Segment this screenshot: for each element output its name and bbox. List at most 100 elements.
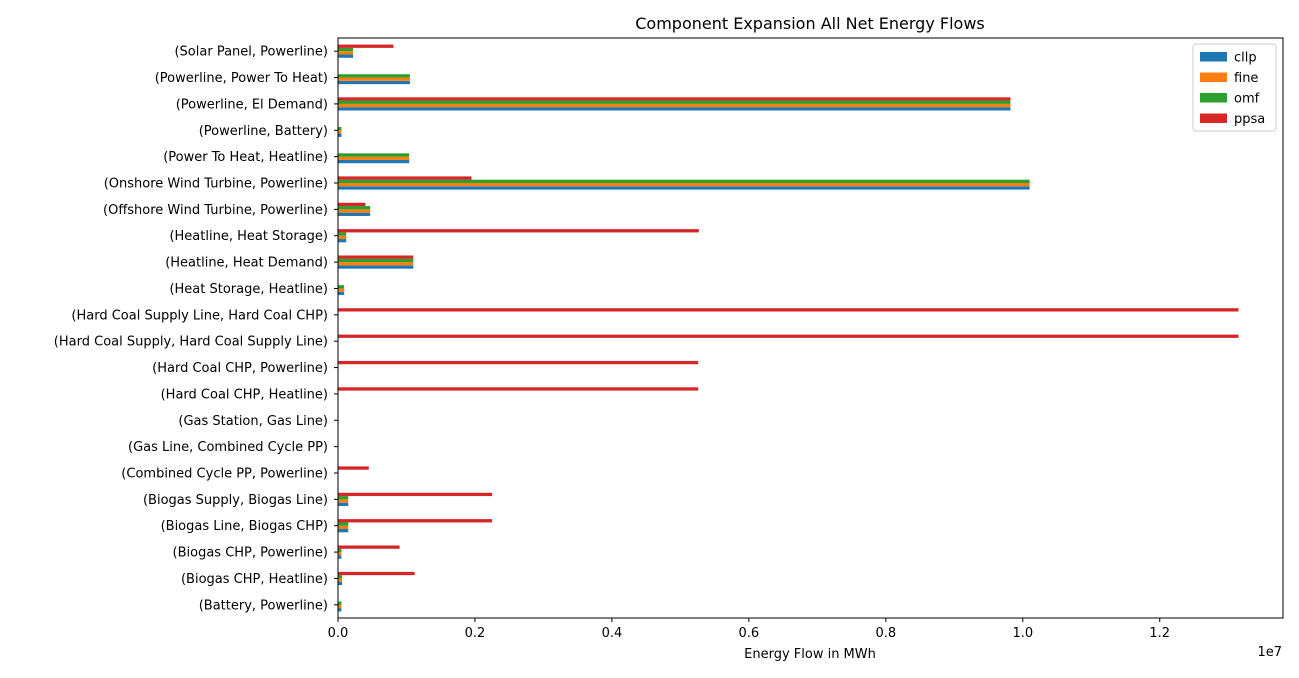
- legend: cllp fine omf ppsa: [1192, 43, 1277, 132]
- bar-omf: [338, 258, 414, 263]
- bar-omf: [338, 522, 349, 526]
- x-axis-offset-text: 1e7: [1257, 645, 1282, 660]
- bar-ppsa: [338, 545, 400, 549]
- y-tick-label: (Powerline, Battery): [199, 124, 328, 139]
- chart-title: Component Expansion All Net Energy Flows: [635, 14, 985, 33]
- bar-ppsa: [338, 466, 369, 470]
- bar-fine: [338, 183, 1030, 187]
- bar-cllp: [338, 555, 342, 559]
- y-tick-label: (Hard Coal Supply Line, Hard Coal CHP): [71, 308, 328, 323]
- bar-ppsa: [338, 308, 1239, 312]
- bar-ppsa: [338, 202, 366, 207]
- y-tick-label: (Combined Cycle PP, Powerline): [121, 467, 328, 482]
- y-tick-label: (Heatline, Heat Storage): [169, 229, 328, 244]
- bar-omf: [338, 126, 342, 131]
- bar-omf: [338, 100, 1011, 104]
- bar-ppsa: [338, 176, 472, 180]
- bar-cllp: [338, 608, 342, 612]
- y-tick-label: (Battery, Powerline): [199, 598, 328, 613]
- bar-cllp: [338, 581, 343, 586]
- bar-omf: [338, 496, 349, 500]
- bar-cllp: [338, 186, 1030, 190]
- bar-omf: [338, 285, 345, 289]
- y-tick-label: (Biogas CHP, Powerline): [173, 546, 328, 561]
- bar-cllp: [338, 212, 371, 216]
- y-tick-label: (Gas Line, Combined Cycle PP): [128, 440, 328, 455]
- x-tick-label: 0.6: [739, 626, 760, 641]
- y-tick-label: (Power To Heat, Heatline): [163, 150, 328, 165]
- bar-ppsa: [338, 492, 493, 497]
- plot-frame: [337, 37, 1284, 619]
- x-tick-label: 0.8: [875, 626, 896, 641]
- bar-omf: [338, 179, 1030, 183]
- bar-fine: [338, 51, 354, 55]
- bar-fine: [338, 262, 414, 266]
- y-tick-label: (Hard Coal Supply, Hard Coal Supply Line…: [54, 335, 328, 350]
- legend-box: [1192, 43, 1277, 132]
- x-tick-label: 0.0: [328, 626, 349, 641]
- bars-layer: [338, 44, 1239, 612]
- bar-fine: [338, 103, 1011, 108]
- bar-fine: [338, 499, 349, 503]
- bar-ppsa: [338, 387, 699, 391]
- y-tick-label: (Offshore Wind Turbine, Powerline): [103, 203, 328, 218]
- legend-label-omf: omf: [1234, 92, 1260, 107]
- legend-swatch-fine: [1200, 72, 1227, 82]
- bar-ppsa: [338, 519, 493, 523]
- bar-omf: [338, 575, 343, 579]
- y-tick-label: (Hard Coal CHP, Heatline): [161, 387, 328, 402]
- bar-fine: [338, 604, 342, 609]
- bar-omf: [338, 548, 342, 553]
- bar-fine: [338, 77, 410, 81]
- bar-omf: [338, 601, 342, 605]
- y-tick-label: (Solar Panel, Powerline): [174, 45, 328, 60]
- bar-cllp: [338, 80, 410, 85]
- bar-ppsa: [338, 334, 1239, 338]
- bar-cllp: [338, 239, 347, 243]
- bar-ppsa: [338, 255, 414, 259]
- legend-label-ppsa: ppsa: [1234, 112, 1265, 127]
- x-tick-label: 0.4: [602, 626, 623, 641]
- x-tick-label: 1.2: [1149, 626, 1170, 641]
- bar-fine: [338, 209, 371, 213]
- bar-cllp: [338, 107, 1011, 111]
- bar-fine: [338, 552, 342, 556]
- bar-omf: [338, 153, 410, 157]
- bar-omf: [338, 47, 354, 52]
- y-tick-label: (Biogas Line, Biogas CHP): [161, 519, 328, 534]
- bar-fine: [338, 525, 349, 530]
- axes-layer: (Battery, Powerline) (Biogas CHP, Heatlin…: [54, 37, 1284, 641]
- legend-swatch-cllp: [1200, 52, 1227, 62]
- bar-cllp: [338, 133, 342, 137]
- bar-cllp: [338, 265, 414, 269]
- bar-fine: [338, 578, 343, 582]
- bar-fine: [338, 130, 342, 134]
- y-tick-label: (Heat Storage, Heatline): [169, 282, 328, 297]
- bar-cllp: [338, 54, 354, 58]
- y-tick-label: (Biogas Supply, Biogas Line): [143, 493, 328, 508]
- bar-omf: [338, 232, 347, 236]
- bar-fine: [338, 288, 345, 292]
- bar-omf: [338, 206, 371, 210]
- bar-fine: [338, 235, 347, 240]
- legend-swatch-omf: [1200, 93, 1227, 103]
- bar-omf: [338, 74, 410, 78]
- legend-swatch-ppsa: [1200, 113, 1227, 123]
- x-tick-label: 0.2: [465, 626, 486, 641]
- bar-ppsa: [338, 44, 394, 48]
- bar-cllp: [338, 291, 345, 296]
- bar-ppsa: [338, 360, 699, 365]
- y-tick-label: (Hard Coal CHP, Powerline): [152, 361, 328, 376]
- bar-ppsa: [338, 571, 415, 576]
- bar-fine: [338, 156, 410, 160]
- bar-cllp: [338, 159, 410, 164]
- legend-label-fine: fine: [1234, 71, 1258, 86]
- bar-cllp: [338, 529, 349, 533]
- bar-ppsa: [338, 97, 1011, 101]
- legend-label-cllp: cllp: [1234, 51, 1257, 66]
- y-tick-label: (Gas Station, Gas Line): [178, 414, 328, 429]
- y-tick-label: (Onshore Wind Turbine, Powerline): [104, 177, 328, 192]
- x-tick-label: 1.0: [1012, 626, 1033, 641]
